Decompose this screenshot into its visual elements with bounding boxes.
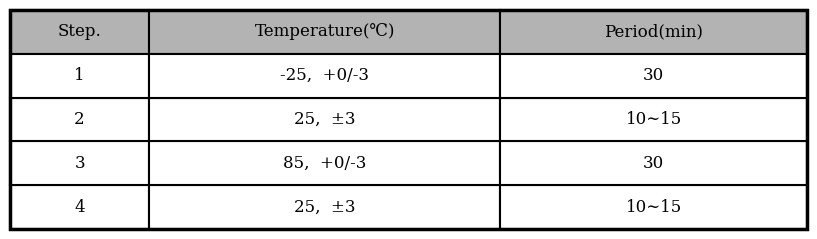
- Bar: [500, 10, 807, 54]
- Text: 1: 1: [74, 67, 85, 84]
- Text: 10∼15: 10∼15: [626, 199, 682, 216]
- Text: 85,  +0/-3: 85, +0/-3: [283, 155, 367, 172]
- Text: 30: 30: [643, 155, 664, 172]
- Bar: [150, 98, 500, 141]
- Text: Step.: Step.: [58, 23, 101, 40]
- Bar: [10, 141, 150, 185]
- Bar: [150, 185, 500, 229]
- Text: 2: 2: [74, 111, 85, 128]
- Text: 10∼15: 10∼15: [626, 111, 682, 128]
- Bar: [150, 141, 500, 185]
- Text: 25,  ±3: 25, ±3: [294, 199, 355, 216]
- Text: 4: 4: [74, 199, 85, 216]
- Bar: [10, 10, 150, 54]
- Text: 25,  ±3: 25, ±3: [294, 111, 355, 128]
- Bar: [500, 141, 807, 185]
- Bar: [150, 10, 500, 54]
- Text: -25,  +0/-3: -25, +0/-3: [280, 67, 369, 84]
- Bar: [10, 98, 150, 141]
- Bar: [150, 54, 500, 98]
- Text: 3: 3: [74, 155, 85, 172]
- Bar: [500, 54, 807, 98]
- Bar: [500, 98, 807, 141]
- Text: Temperature(℃): Temperature(℃): [255, 23, 395, 40]
- Bar: [500, 185, 807, 229]
- Bar: [10, 54, 150, 98]
- Bar: [10, 185, 150, 229]
- Text: Period(min): Period(min): [605, 23, 703, 40]
- Text: 30: 30: [643, 67, 664, 84]
